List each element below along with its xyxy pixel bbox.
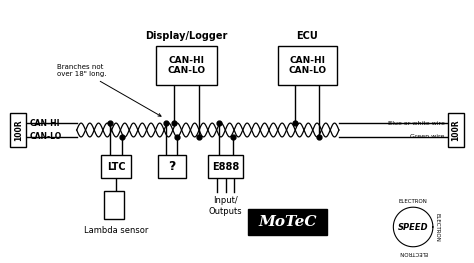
Bar bbox=[278, 46, 337, 85]
Text: ELECTRON: ELECTRON bbox=[399, 250, 428, 255]
Bar bbox=[208, 155, 243, 179]
Text: LTC: LTC bbox=[107, 162, 126, 172]
Text: ELECTRON: ELECTRON bbox=[435, 213, 440, 241]
Text: 100R: 100R bbox=[451, 119, 460, 141]
Bar bbox=[158, 155, 185, 179]
Text: Display/Logger: Display/Logger bbox=[146, 31, 228, 41]
Bar bbox=[448, 113, 464, 147]
Text: 100R: 100R bbox=[14, 119, 23, 141]
Text: SPEED: SPEED bbox=[398, 224, 428, 232]
Text: Branches not
over 18" long.: Branches not over 18" long. bbox=[57, 64, 161, 116]
Text: CAN-HI
CAN-LO: CAN-HI CAN-LO bbox=[167, 56, 206, 75]
Text: ELECTRON: ELECTRON bbox=[399, 199, 428, 204]
Text: CAN-HI
CAN-LO: CAN-HI CAN-LO bbox=[288, 56, 326, 75]
Text: Input/
Outputs: Input/ Outputs bbox=[209, 196, 242, 216]
Text: CAN-HI: CAN-HI bbox=[29, 119, 60, 128]
Bar bbox=[248, 209, 327, 235]
Text: ?: ? bbox=[168, 160, 175, 173]
Bar bbox=[104, 191, 124, 219]
Text: Green wire: Green wire bbox=[410, 134, 445, 139]
Bar bbox=[101, 155, 131, 179]
Bar bbox=[10, 113, 26, 147]
Text: ECU: ECU bbox=[296, 31, 318, 41]
Text: Lambda sensor: Lambda sensor bbox=[84, 226, 148, 235]
Text: CAN-LO: CAN-LO bbox=[29, 133, 62, 141]
Text: Blue or white wire: Blue or white wire bbox=[388, 121, 445, 126]
Text: E888: E888 bbox=[212, 162, 239, 172]
Text: MoTeC: MoTeC bbox=[258, 215, 317, 229]
Bar bbox=[156, 46, 217, 85]
